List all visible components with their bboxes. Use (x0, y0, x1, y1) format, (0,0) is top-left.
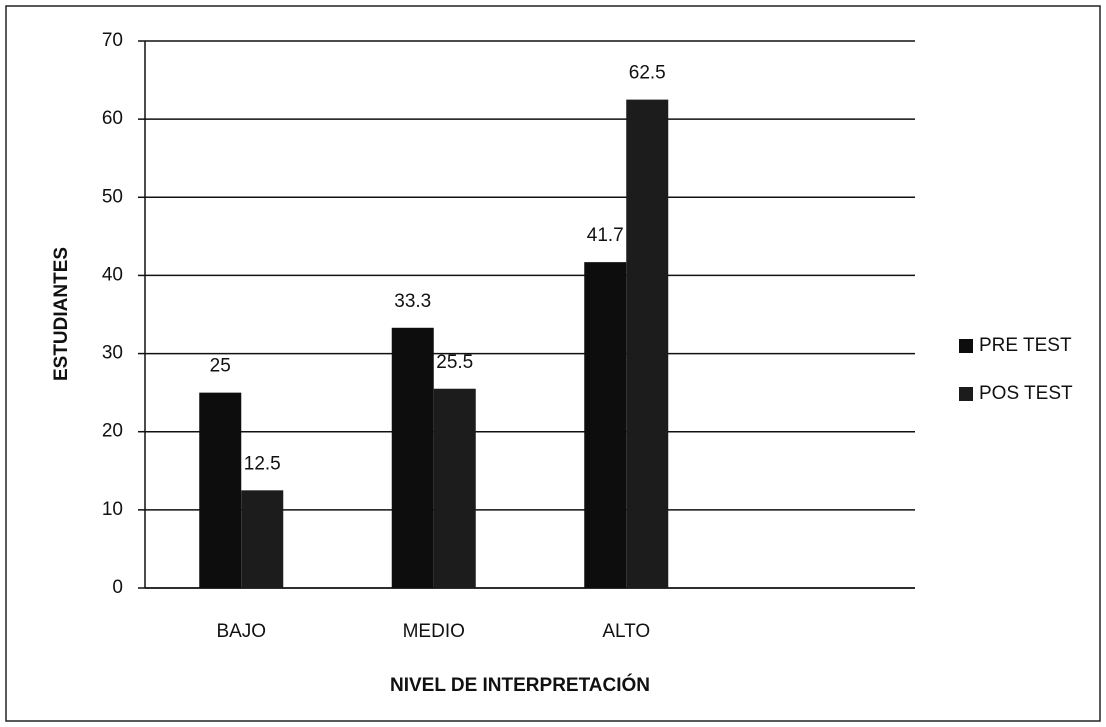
x-tick-label: MEDIO (403, 621, 465, 642)
x-tick-label: ALTO (602, 621, 650, 642)
bar (391, 327, 434, 588)
y-tick-label: 60 (102, 108, 123, 129)
bar (433, 388, 476, 588)
legend-label: POS TEST (979, 383, 1073, 404)
legend-swatch (959, 339, 973, 353)
x-axis-title: NIVEL DE INTERPRETACIÓN (390, 674, 650, 696)
y-tick-label: 70 (102, 30, 123, 51)
y-tick-label: 20 (102, 421, 123, 442)
x-tick-label: BAJO (216, 621, 266, 642)
y-tick-label: 30 (102, 343, 123, 364)
bar (626, 99, 669, 588)
data-label: 25.5 (436, 352, 473, 373)
bar (241, 490, 284, 588)
y-tick-label: 50 (102, 186, 123, 207)
data-label: 62.5 (629, 63, 666, 84)
data-label: 41.7 (587, 225, 624, 246)
y-axis-title: ESTUDIANTES (51, 247, 72, 381)
legend-label: PRE TEST (979, 335, 1072, 356)
y-tick-label: 0 (112, 577, 123, 598)
legend-swatch (959, 387, 973, 401)
bar (199, 392, 242, 588)
y-tick-label: 40 (102, 264, 123, 285)
data-label: 25 (210, 356, 231, 377)
data-label: 12.5 (244, 453, 281, 474)
chart-border (5, 5, 1101, 722)
data-label: 33.3 (394, 291, 431, 312)
bar (584, 262, 627, 588)
y-tick-label: 10 (102, 499, 123, 520)
